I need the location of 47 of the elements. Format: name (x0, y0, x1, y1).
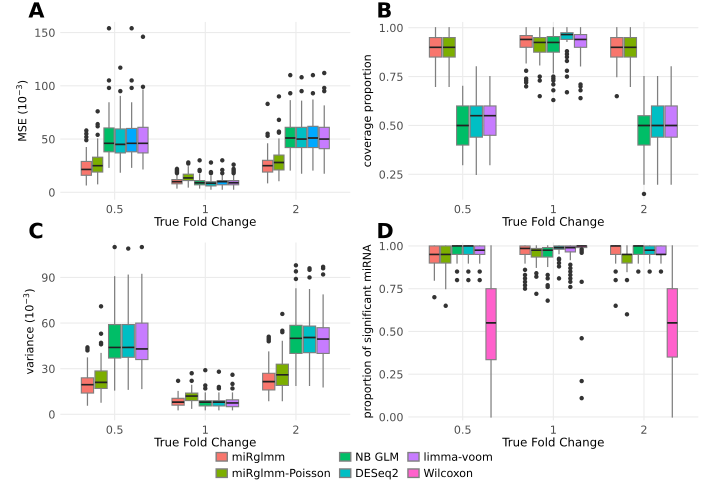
x-tick-label: 1 (202, 426, 208, 434)
y-tick-label: 0 (49, 410, 55, 419)
chart-title: C (29, 222, 42, 238)
y-tick-label: 30 (42, 364, 55, 374)
y-tick-label: 0.50 (379, 121, 403, 130)
x-tick-label: 0.5 (454, 204, 471, 214)
chart-title: D (378, 222, 393, 238)
x-tick-label: 2 (641, 425, 646, 434)
y-tick-label: 150 (35, 28, 55, 37)
x-tick-label: 1 (551, 426, 556, 434)
y-tick-label: 100 (35, 82, 55, 90)
y-tick-label: 0.25 (379, 170, 402, 179)
x-tick-label: 2 (641, 204, 646, 214)
x-tick-label: 0.5 (454, 425, 471, 434)
y-tick-label: 60 (42, 319, 55, 328)
y-tick-label: 0 (49, 188, 55, 197)
y-axis-title: MSE (10$^{−3}$) (16, 80, 28, 141)
y-tick-label: 0.75 (379, 284, 402, 294)
legend-label: DESeq2 (356, 468, 398, 480)
x-axis-title: True Fold Change (154, 437, 256, 449)
y-axis-title: proportion of significant miRNA (362, 244, 374, 418)
y-tick-label: 1.00 (380, 242, 403, 250)
y-axis-title: variance (10$^{−3}$) (23, 289, 35, 374)
x-tick-label: 0.5 (106, 425, 123, 434)
x-axis-title: True Fold Change (502, 216, 604, 228)
chart-title: A (28, 2, 44, 18)
x-tick-label: 1 (551, 204, 556, 214)
y-tick-label: 0.00 (379, 412, 403, 422)
legend-label: miRglmm (232, 452, 284, 464)
legend-label: miRglmm-Poisson (232, 468, 330, 480)
y-axis-title: coverage proportion (362, 55, 374, 167)
legend-label: limma-voom (424, 452, 492, 461)
legend-label: Wilcoxon (424, 468, 472, 478)
y-tick-label: 0.50 (379, 327, 403, 336)
y-tick-label: 0.25 (379, 370, 402, 379)
x-axis-title: True Fold Change (502, 437, 604, 449)
y-tick-label: 1.00 (380, 24, 403, 32)
legend-label: NB GLM (356, 452, 398, 461)
y-tick-label: 0.75 (379, 72, 402, 81)
y-tick-label: 90 (42, 273, 55, 282)
x-tick-label: 0.5 (106, 204, 123, 214)
chart-title: B (378, 2, 391, 18)
x-tick-label: 2 (293, 425, 298, 434)
x-tick-label: 1 (202, 204, 208, 214)
x-tick-label: 2 (293, 204, 298, 214)
y-tick-label: 50 (42, 135, 55, 144)
x-axis-title: True Fold Change (154, 216, 256, 228)
